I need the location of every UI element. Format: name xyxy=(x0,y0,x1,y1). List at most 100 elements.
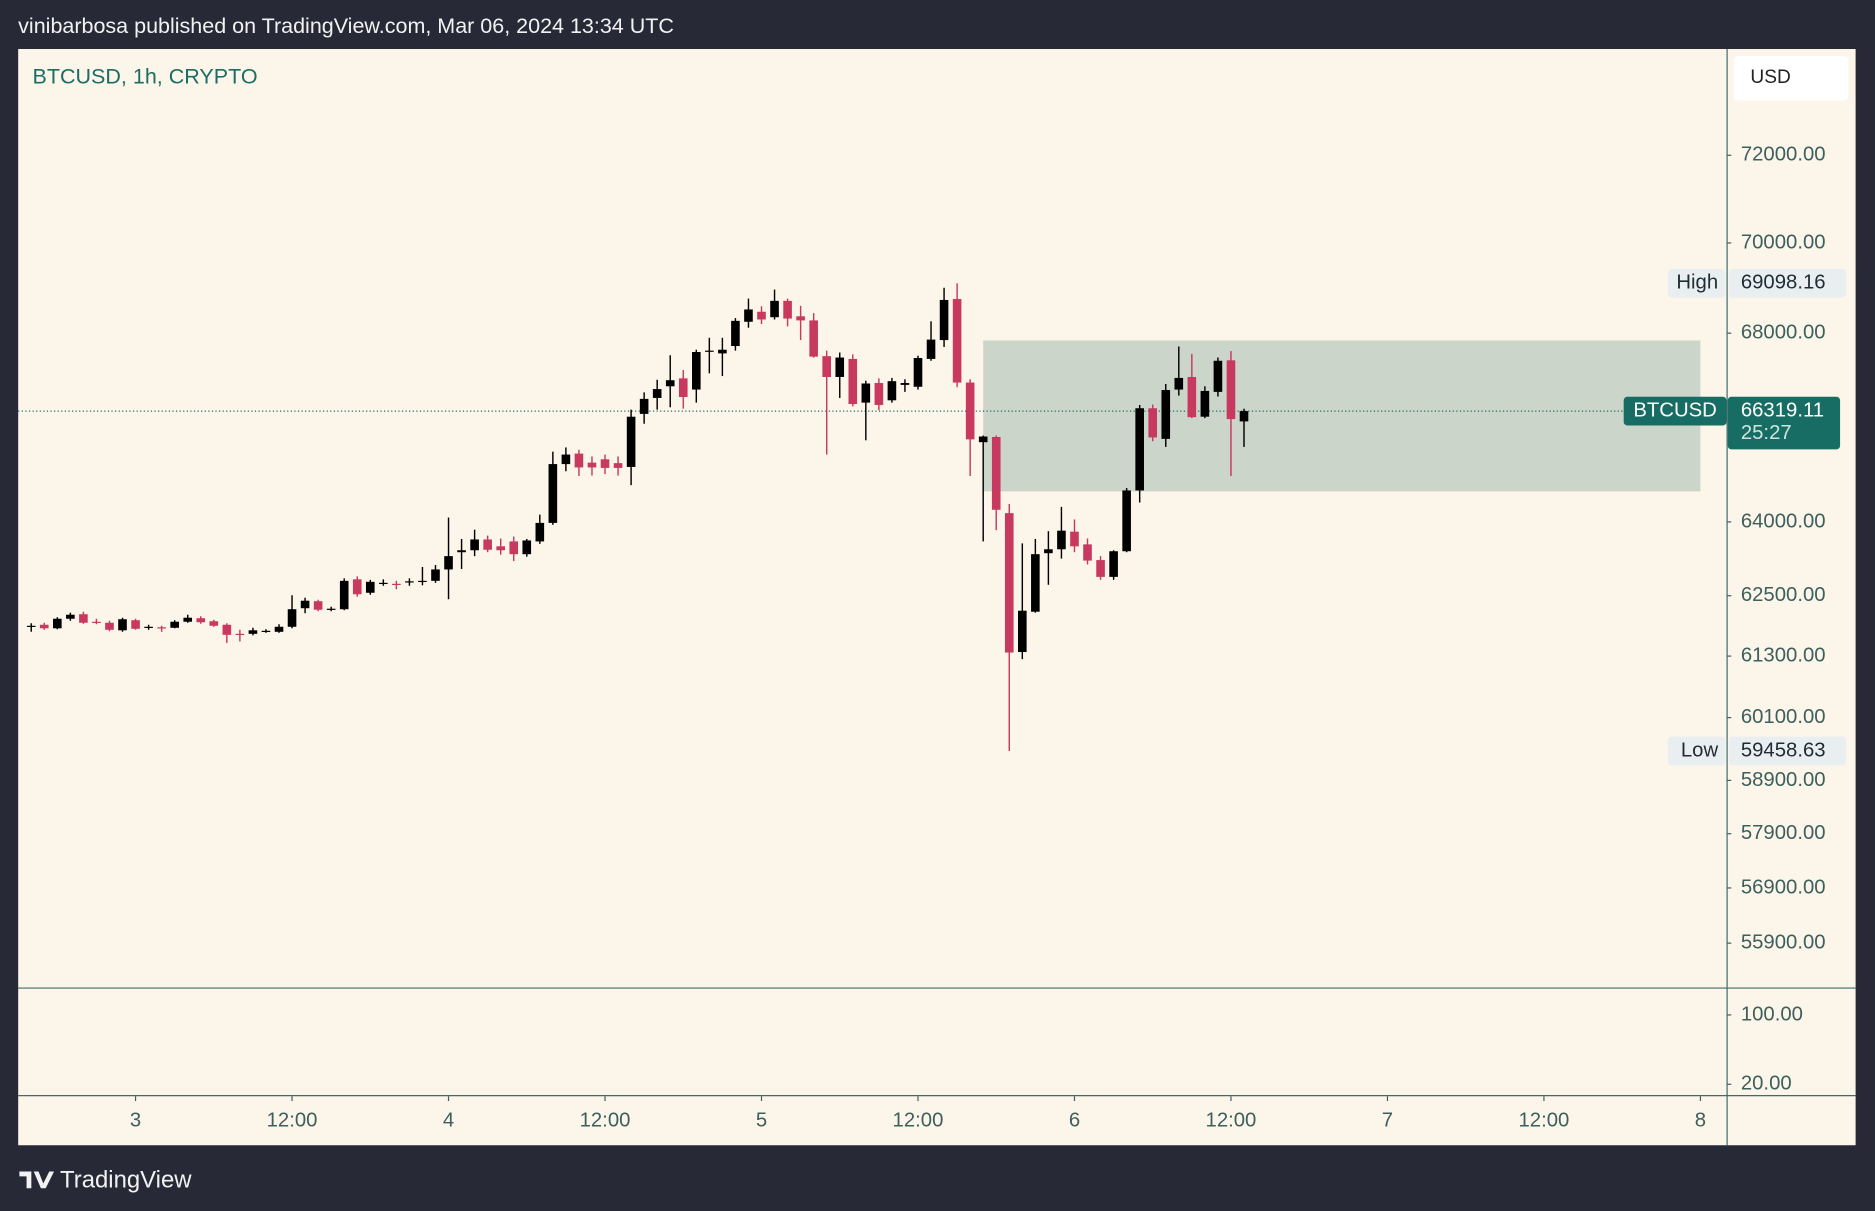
candle-body xyxy=(183,617,193,622)
candle-body xyxy=(1174,377,1184,390)
low-value-box xyxy=(1728,736,1847,766)
candle-body xyxy=(783,300,792,319)
last-price-box xyxy=(1727,396,1841,450)
candle-body xyxy=(939,299,949,341)
candle-body xyxy=(235,633,245,636)
y-tick-label: 70000.00 xyxy=(1741,231,1826,253)
candle-body xyxy=(848,358,858,405)
pane-y-tick-label: 20.00 xyxy=(1741,1073,1792,1095)
low-label-box xyxy=(1667,736,1726,766)
candle-body xyxy=(457,550,466,553)
candle-body xyxy=(339,580,349,610)
symbol-title: BTCUSD, 1h, CRYPTO xyxy=(33,64,258,88)
x-tick-label: 6 xyxy=(1069,1110,1080,1132)
x-tick-label: 4 xyxy=(443,1110,454,1132)
candle-body xyxy=(1057,530,1066,550)
candle-body xyxy=(691,352,701,390)
candle-body xyxy=(587,462,597,468)
candle-body xyxy=(118,619,127,631)
y-tick-label: 61300.00 xyxy=(1741,644,1826,666)
plot xyxy=(18,283,1727,752)
candle-body xyxy=(1239,411,1249,422)
candle-body xyxy=(1018,610,1027,653)
x-tick-label: 7 xyxy=(1382,1110,1393,1132)
axes: 72000.00 70000.00 68000.00 64000.00 62500.00… xyxy=(130,144,1847,1132)
candle-body xyxy=(965,382,975,440)
currency-box[interactable] xyxy=(1733,56,1849,101)
candle-body xyxy=(209,621,219,626)
y-tick-label: 72000.00 xyxy=(1741,144,1826,166)
candle-body xyxy=(535,522,545,542)
candle-body xyxy=(1213,360,1223,392)
candle-body xyxy=(1135,408,1144,491)
currency: USD xyxy=(1750,67,1790,88)
high-label-box xyxy=(1667,268,1726,298)
candle-body xyxy=(39,624,49,629)
candle-body xyxy=(105,622,114,630)
candle-body xyxy=(470,539,479,551)
candle-body xyxy=(79,614,88,623)
candle-body xyxy=(548,464,558,523)
candle-body xyxy=(196,618,206,623)
candle-body xyxy=(1096,560,1105,577)
candle-body xyxy=(444,556,453,570)
candle-body xyxy=(496,546,505,551)
candle-body xyxy=(861,383,871,403)
candle-body xyxy=(1226,360,1236,420)
candle-body xyxy=(261,630,271,632)
candle-body xyxy=(874,383,884,405)
candle-body xyxy=(483,539,492,550)
candle-body xyxy=(509,541,519,555)
last-price-name: BTCUSD xyxy=(1633,399,1717,421)
x-tick-label: 5 xyxy=(756,1110,767,1132)
candle-body xyxy=(170,621,179,628)
high-value: 69098.16 xyxy=(1741,272,1826,294)
candle-body xyxy=(561,454,571,465)
candle-body xyxy=(92,621,101,623)
x-tick-label: 8 xyxy=(1695,1110,1706,1132)
y-tick-label: 56900.00 xyxy=(1741,876,1826,898)
candle-body xyxy=(757,311,766,320)
candle-body xyxy=(26,625,36,627)
x-tick-label: 12:00 xyxy=(580,1110,631,1132)
candle-body xyxy=(1148,408,1158,438)
y-tick-label: 58900.00 xyxy=(1741,769,1826,791)
zone xyxy=(983,340,1701,492)
candle-body xyxy=(574,453,584,468)
candle-body xyxy=(431,569,440,581)
candle-body xyxy=(835,357,845,377)
x-tick-label: 12:00 xyxy=(267,1110,318,1132)
candle-body xyxy=(365,581,375,593)
candle-body xyxy=(157,627,166,629)
candle-body xyxy=(705,350,714,352)
brand: TradingView xyxy=(60,1166,192,1193)
candle-body xyxy=(405,581,414,583)
candle-body xyxy=(744,309,753,322)
candle-body xyxy=(131,620,140,629)
candle-body xyxy=(313,601,323,610)
y-tick-label: 60100.00 xyxy=(1741,706,1826,728)
header-title: vinibarbosa published on TradingView.com… xyxy=(18,14,674,38)
candle-body xyxy=(718,349,727,354)
candle-body xyxy=(626,416,636,467)
y-tick-label: 62500.00 xyxy=(1741,584,1826,606)
candle-body xyxy=(392,583,401,586)
candle-body xyxy=(1187,376,1197,418)
candle-body xyxy=(352,579,362,595)
candle-body xyxy=(1083,544,1092,561)
candle-body xyxy=(639,398,649,414)
candle-body xyxy=(522,540,532,555)
y-tick-label: 57900.00 xyxy=(1741,822,1826,844)
pane-y-tick-label: 100.00 xyxy=(1741,1003,1803,1025)
last-price-value: 66319.11 xyxy=(1741,399,1824,421)
y-tick-label: 64000.00 xyxy=(1741,510,1826,532)
candle-body xyxy=(53,618,62,629)
x-tick-label: 12:00 xyxy=(893,1110,944,1132)
candle-body xyxy=(1200,390,1210,417)
candle-body xyxy=(248,630,258,634)
candle-body xyxy=(991,436,1001,510)
chart-area xyxy=(18,49,1856,1146)
candle-body xyxy=(665,380,675,387)
